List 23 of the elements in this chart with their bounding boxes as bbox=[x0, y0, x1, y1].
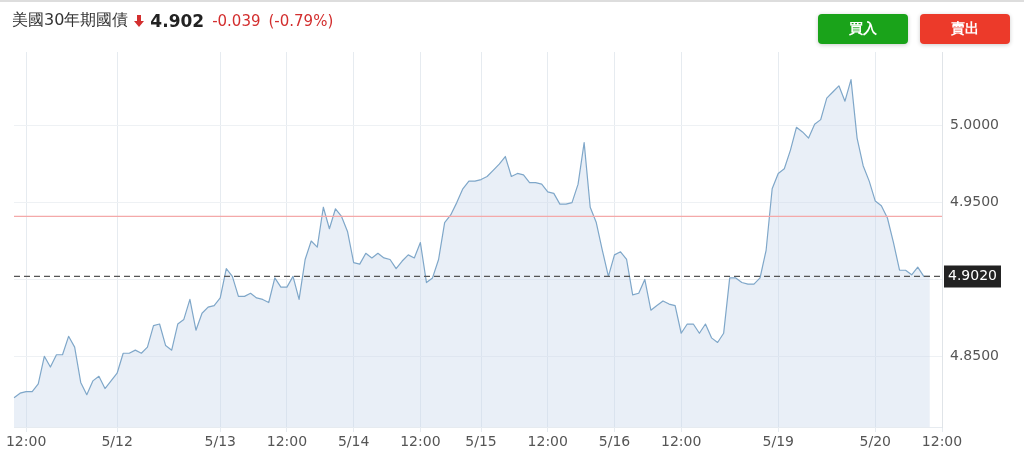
x-tick-label: 12:00 bbox=[661, 433, 702, 450]
text: -0.039 bbox=[212, 11, 261, 30]
text: (-0.79%) bbox=[268, 11, 334, 30]
x-tick-label: 5/14 bbox=[337, 433, 370, 450]
x-tick-label: 5/20 bbox=[859, 433, 892, 450]
ref-line-label: 4.9020 bbox=[948, 267, 997, 284]
x-tick-label: 12:00 bbox=[527, 433, 568, 450]
x-tick-label: 12:00 bbox=[921, 433, 963, 450]
text: 4.902 bbox=[150, 10, 205, 31]
x-tick-label: 5/19 bbox=[762, 433, 794, 450]
buy-button[interactable]: 買入 bbox=[818, 14, 908, 44]
x-tick-label: 5/13 bbox=[204, 433, 236, 450]
x-tick-label: 12:00 bbox=[5, 433, 47, 450]
y-tick-label: 5.0000 bbox=[950, 116, 999, 133]
sell-button[interactable]: 賣出 bbox=[920, 14, 1010, 44]
x-tick-label: 12:00 bbox=[400, 433, 441, 450]
y-tick-label: 4.8500 bbox=[950, 346, 999, 363]
y-tick-label: 4.9500 bbox=[950, 193, 999, 210]
chart-title: 美國30年期國債 bbox=[12, 10, 129, 31]
x-tick-label: 12:00 bbox=[266, 433, 308, 450]
x-tick-label: 5/12 bbox=[101, 433, 133, 450]
x-tick-label: 5/16 bbox=[598, 433, 631, 450]
x-tick-label: 5/15 bbox=[465, 433, 497, 450]
